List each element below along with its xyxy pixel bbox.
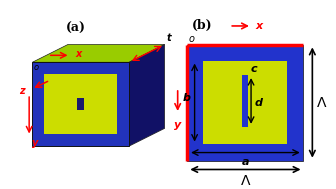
Bar — [32, 62, 129, 146]
Bar — [187, 44, 303, 161]
Text: x: x — [75, 49, 82, 59]
Text: b: b — [182, 93, 191, 103]
Text: y: y — [32, 138, 38, 148]
Text: c: c — [250, 64, 257, 74]
Polygon shape — [32, 44, 165, 62]
Text: (b): (b) — [192, 19, 213, 32]
Text: o: o — [33, 63, 38, 72]
Bar — [204, 61, 287, 145]
Text: d: d — [254, 98, 262, 108]
Text: (a): (a) — [66, 22, 86, 35]
Text: $\Lambda$: $\Lambda$ — [240, 174, 251, 188]
Bar — [44, 74, 117, 134]
Text: z: z — [19, 86, 25, 96]
Bar — [242, 75, 249, 127]
Text: a: a — [242, 157, 249, 167]
Text: o: o — [188, 34, 195, 44]
Text: y: y — [174, 120, 181, 130]
Text: x: x — [255, 21, 262, 31]
Bar — [77, 98, 84, 110]
Polygon shape — [129, 44, 165, 146]
Text: t: t — [167, 33, 172, 43]
Text: $\Lambda$: $\Lambda$ — [316, 96, 327, 110]
